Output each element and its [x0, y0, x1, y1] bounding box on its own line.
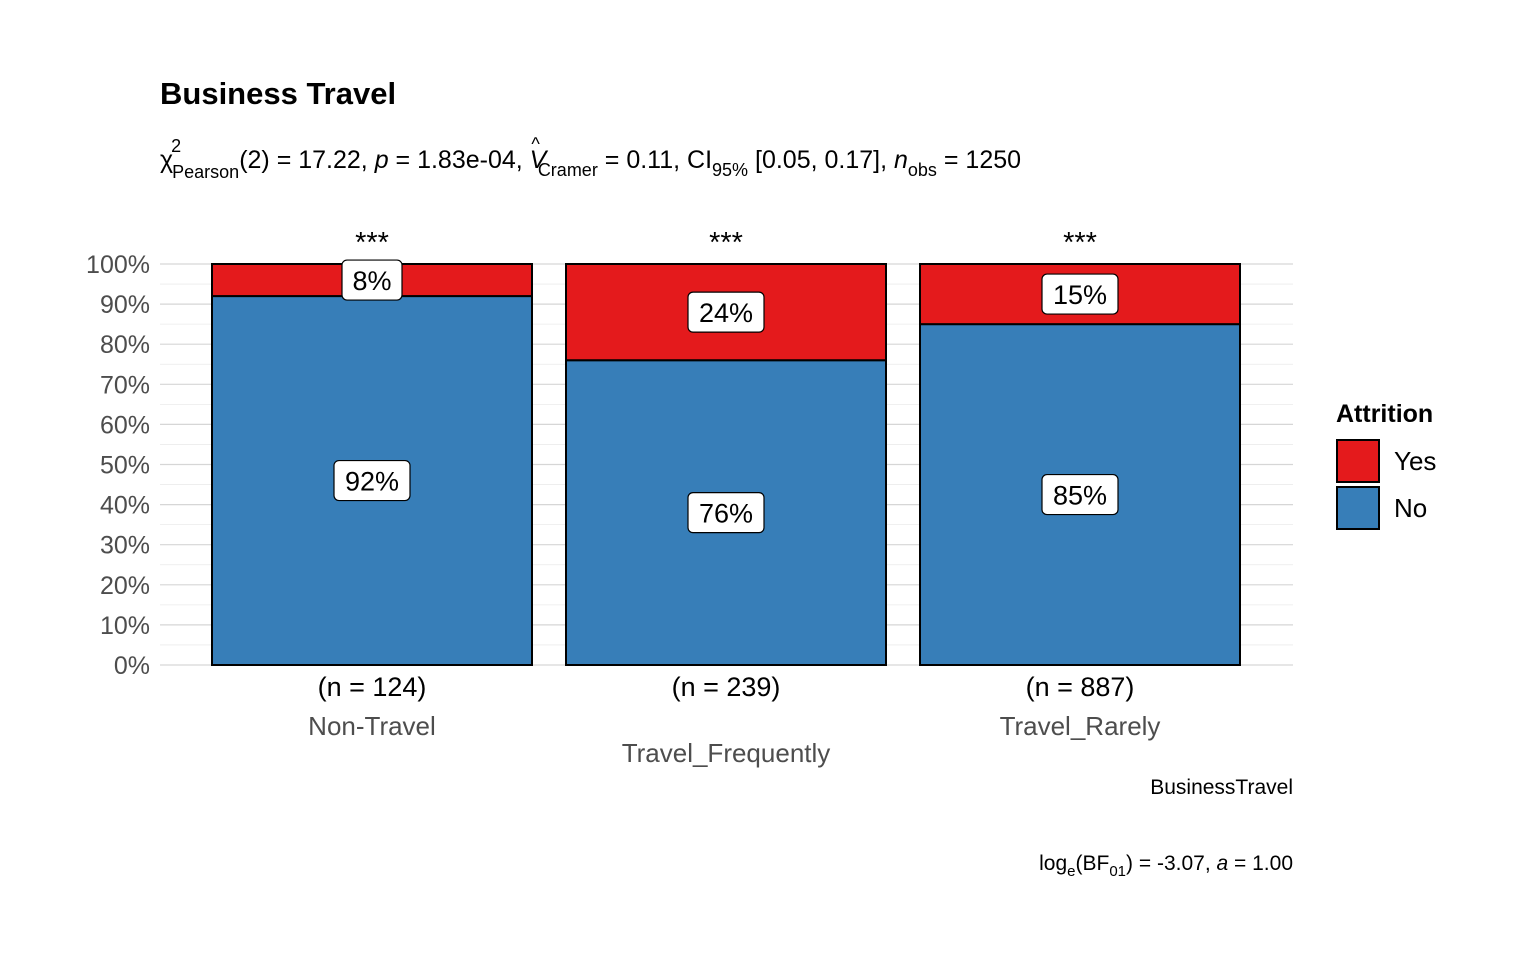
log-text: log	[1039, 852, 1067, 875]
data-label-yes-box	[341, 259, 403, 301]
p-symbol: p	[374, 146, 389, 174]
y-tick-label: 80%	[100, 331, 150, 359]
y-tick-label: 20%	[100, 572, 150, 600]
x-category-label: Non-Travel	[308, 711, 436, 741]
v-value: = 0.11, CI	[598, 146, 712, 174]
v-hat: ^	[531, 134, 540, 154]
data-label-yes-box	[687, 291, 765, 333]
n-sub: obs	[908, 160, 937, 180]
data-label-yes: 8%	[352, 266, 391, 296]
bf-sub: 01	[1109, 863, 1126, 880]
data-label-no-box	[1041, 473, 1119, 516]
n-symbol: n	[894, 146, 908, 174]
significance-stars: ***	[355, 227, 389, 259]
legend-swatch-no	[1336, 486, 1380, 530]
p-value: = 1.83e-04,	[389, 146, 530, 174]
y-tick-label: 10%	[100, 612, 150, 640]
data-label-no: 76%	[699, 499, 753, 529]
chart-title: Business Travel	[160, 76, 396, 111]
chi-sub: Pearson	[172, 162, 239, 182]
chi-symbol: χ	[160, 146, 173, 174]
bf-text: (BF	[1076, 852, 1110, 875]
y-tick-label: 60%	[100, 411, 150, 439]
v-sub: Cramer	[538, 160, 598, 180]
data-label-no-box	[333, 459, 411, 502]
y-tick-label: 70%	[100, 371, 150, 399]
data-label-yes: 15%	[1053, 280, 1107, 310]
data-label-yes-box	[1041, 273, 1119, 315]
log-sub: e	[1067, 863, 1075, 880]
chi-sup: 2	[171, 136, 181, 156]
y-tick-label: 50%	[100, 452, 150, 480]
v-symbol: V	[530, 146, 549, 174]
legend-label-yes: Yes	[1394, 446, 1436, 476]
data-label-no: 92%	[345, 467, 399, 497]
df-stat: (2) = 17.22,	[239, 146, 375, 174]
chart-subtitle: χ2 Pearson(2) = 17.22, p = 1.83e-04, V^ Cr…	[160, 134, 1021, 182]
data-label-no: 85%	[1053, 481, 1107, 511]
bf-value: ) = -3.07,	[1126, 852, 1216, 875]
bayes-factor-caption: loge(BF01) = -3.07, a = 1.00	[1039, 852, 1293, 880]
sample-size-label: (n = 124)	[318, 672, 427, 702]
bars: 92% 8% *** 76% 24% *** 85% 15% ***	[211, 227, 1241, 666]
x-axis-title: BusinessTravel	[1150, 776, 1293, 799]
y-tick-label: 30%	[100, 532, 150, 560]
significance-stars: ***	[709, 227, 743, 259]
n-value: = 1250	[937, 146, 1021, 174]
y-axis: 0% 10% 20% 30% 40% 50% 60% 70% 80% 90% 100%	[86, 251, 150, 680]
significance-stars: ***	[1063, 227, 1097, 259]
legend-label-no: No	[1394, 493, 1427, 523]
x-category-label: Travel_Frequently	[622, 738, 831, 768]
y-tick-label: 100%	[86, 251, 150, 279]
data-label-yes: 24%	[699, 298, 753, 328]
data-label-no-box	[687, 492, 765, 534]
sample-size-label: (n = 887)	[1026, 672, 1135, 702]
legend-swatch-yes	[1336, 439, 1380, 483]
y-tick-label: 90%	[100, 291, 150, 319]
a-value: = 1.00	[1228, 852, 1293, 875]
ci-sub: 95%	[712, 160, 748, 180]
y-tick-label: 0%	[114, 652, 150, 680]
sample-size-label: (n = 239)	[672, 672, 781, 702]
legend: Attrition Yes No	[1336, 400, 1436, 530]
ci-value: [0.05, 0.17],	[748, 146, 894, 174]
x-category-label: Travel_Rarely	[1000, 711, 1161, 741]
y-tick-label: 40%	[100, 492, 150, 520]
a-symbol: a	[1217, 852, 1229, 875]
x-axis: (n = 124) Non-Travel (n = 239) Travel_Frequ…	[308, 672, 1160, 768]
legend-title: Attrition	[1336, 400, 1433, 428]
